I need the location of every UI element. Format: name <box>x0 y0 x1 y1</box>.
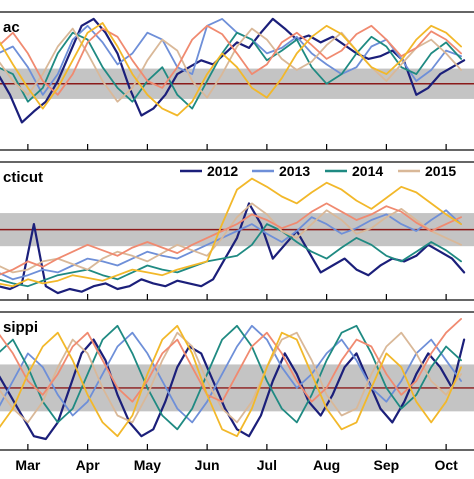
panel-2-series-line-extra_b <box>0 324 463 438</box>
panel-2-frame <box>0 311 474 451</box>
month-label-2: May <box>134 457 161 473</box>
panel-1-series-line-2014 <box>0 223 463 288</box>
panel-1-title: cticut <box>3 169 43 186</box>
panel-2-series-line-2013 <box>0 324 463 424</box>
panel-0-title: ac <box>3 19 20 36</box>
month-label-0: Mar <box>15 457 40 473</box>
panel-1-series-line-extra_a <box>0 202 463 276</box>
legend-label-2015: 2015 <box>425 163 456 179</box>
panel-0-series-line-2013 <box>0 17 463 96</box>
panel-1-series-line-2012 <box>0 202 466 295</box>
panel-2-series-line-2015 <box>0 331 463 424</box>
panel-0-series-line-extra_b <box>0 22 463 117</box>
legend-label-2014: 2014 <box>352 163 383 179</box>
panel-0-series-line-2012 <box>0 17 466 124</box>
month-label-7: Oct <box>434 457 458 473</box>
panel-1-series-line-extra_b <box>0 177 463 288</box>
month-label-3: Jun <box>195 457 220 473</box>
panel-0-frame <box>0 11 474 151</box>
month-label-4: Jul <box>257 457 277 473</box>
panel-0-series-line-extra_a <box>0 24 463 96</box>
panel-2-series-line-2014 <box>0 324 463 431</box>
panel-2-series-line-2012 <box>0 338 466 441</box>
legend-label-2013: 2013 <box>279 163 310 179</box>
month-label-5: Aug <box>313 457 340 473</box>
month-label-1: Apr <box>76 457 101 473</box>
month-label-6: Sep <box>374 457 400 473</box>
panel-2-series-line-extra_a <box>0 317 463 403</box>
panel-2-title: sippi <box>3 319 38 336</box>
panel-1-frame <box>0 161 474 301</box>
legend-label-2012: 2012 <box>207 163 238 179</box>
